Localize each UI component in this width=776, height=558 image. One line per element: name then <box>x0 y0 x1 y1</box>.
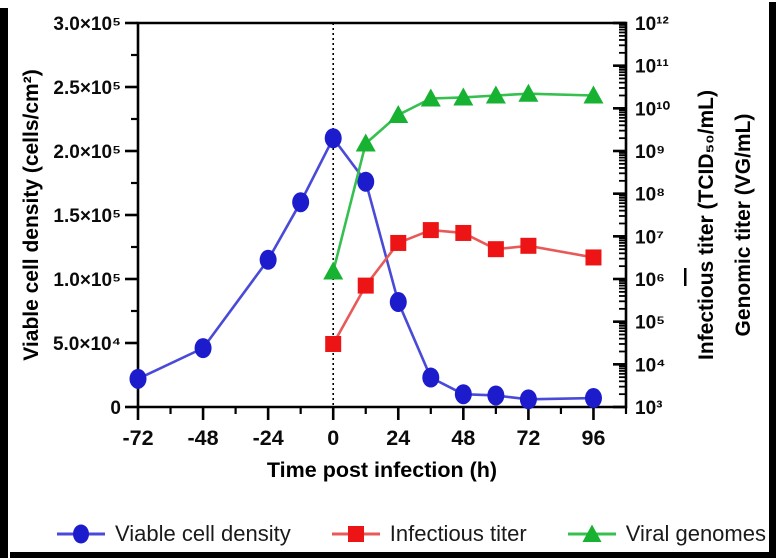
viral-genomes-point <box>518 83 539 102</box>
viral-genomes-point <box>388 104 409 123</box>
legend-label: Viral genomes <box>625 521 766 546</box>
chart-plot-area: -72 -48 -24 0 24 48 72 96 0 5.0×10⁴ 1.0×10⁵ 1.5×10⁵… <box>53 14 687 450</box>
infectious-titer-point <box>422 222 439 239</box>
y-left-tick-label: 1.5×10⁵ <box>53 206 121 227</box>
y-right-tick-label: 10¹² <box>635 14 669 35</box>
viral-genomes-point <box>453 87 474 106</box>
infectious-titer-point <box>390 234 407 251</box>
text-cursor-artifact <box>684 268 687 286</box>
viable-cell-density-point <box>194 338 212 359</box>
y-right-tick-label: 10³ <box>635 398 662 419</box>
x-tick-label: 72 <box>516 426 540 450</box>
x-tick-label: 96 <box>582 426 606 450</box>
infectious-titer-point <box>455 224 472 241</box>
y-left-tick-label: 3.0×10⁵ <box>53 14 121 35</box>
x-tick-label: -48 <box>188 426 219 450</box>
x-tick-label: 24 <box>386 426 410 450</box>
viable-cell-density-point <box>487 385 505 406</box>
infectious-titer-point <box>357 277 374 294</box>
viable-cell-density-point <box>292 192 310 213</box>
x-tick-label: -72 <box>122 426 153 450</box>
legend-item-viable-cell-density: Viable cell density <box>56 521 291 547</box>
viable-cell-density-point <box>422 367 440 388</box>
viable-cell-density-point <box>389 292 407 313</box>
y-right-tick-label: 10⁶ <box>635 270 665 291</box>
infectious-titer-point <box>325 335 342 352</box>
legend-label: Infectious titer <box>389 521 527 546</box>
viable-cell-density-point <box>584 388 602 409</box>
y-left-tick-label: 0 <box>110 398 121 419</box>
viral-genomes-point <box>323 261 344 280</box>
x-axis-title: Time post infection (h) <box>266 458 498 482</box>
legend-item-infectious-titer: Infectious titer <box>331 521 527 547</box>
viable-cell-density-point <box>454 384 472 405</box>
viable-cell-density-point <box>519 389 537 410</box>
right-axis-title-infectious: Infectious titer (TCID₅₀/mL) <box>695 90 718 360</box>
legend-label: Viable cell density <box>115 521 291 546</box>
infectious-titer-point <box>520 237 537 254</box>
left-axis-title: Viable cell density (cells/cm²) <box>20 69 43 361</box>
y-right-tick-label: 10⁸ <box>635 185 665 206</box>
viral-genomes-point <box>355 133 376 152</box>
y-right-tick-label: 10⁷ <box>635 227 664 248</box>
y-right-tick-label: 10⁹ <box>635 142 665 163</box>
infectious-titer-point <box>487 241 504 258</box>
chart-legend: Viable cell density Infectious titer Vir… <box>56 516 766 552</box>
viable-cell-density-point <box>259 249 277 270</box>
viral-genomes-point <box>420 88 441 107</box>
viable-cell-density-point <box>324 128 342 149</box>
x-tick-label: -24 <box>253 426 284 450</box>
window-edge-bottom <box>10 552 776 558</box>
legend-item-viral-genomes: Viral genomes <box>567 521 766 547</box>
y-right-tick-label: 10⁵ <box>635 313 665 334</box>
y-left-tick-label: 2.5×10⁵ <box>53 78 121 99</box>
circle-marker-icon <box>57 524 105 544</box>
viable-cell-density-point <box>357 171 375 192</box>
x-tick-label: 48 <box>451 426 475 450</box>
y-right-tick-label: 10¹¹ <box>635 57 669 78</box>
y-left-tick-label: 2.0×10⁵ <box>53 142 121 163</box>
square-marker-icon <box>331 526 380 542</box>
y-left-tick-label: 5.0×10⁴ <box>53 334 121 355</box>
viable-cell-density-point <box>129 368 147 389</box>
viral-genomes-point <box>485 85 506 104</box>
triangle-marker-icon <box>567 524 616 542</box>
infectious-titer-point <box>585 249 602 266</box>
window-edge-left <box>0 8 8 558</box>
viral-genomes-point <box>583 85 604 104</box>
y-right-tick-label: 10⁴ <box>635 355 666 376</box>
y-left-tick-label: 1.0×10⁵ <box>53 270 121 291</box>
window-edge-right <box>769 2 776 558</box>
x-tick-label: 0 <box>327 426 339 450</box>
right-axis-title-genomic: Genomic titer (VG/mL) <box>732 113 755 337</box>
y-right-tick-label: 10¹⁰ <box>635 99 670 120</box>
